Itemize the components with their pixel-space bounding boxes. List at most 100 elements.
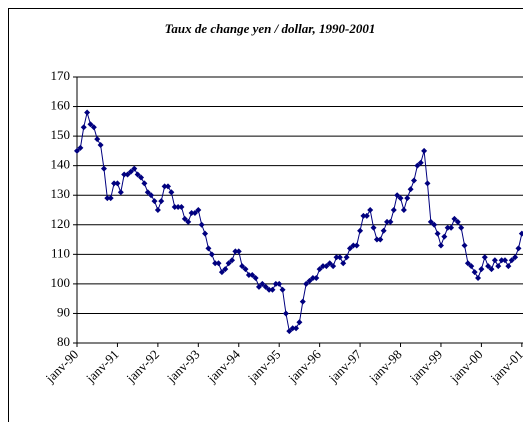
marker [421,147,428,154]
marker [357,227,364,234]
marker [198,221,205,228]
marker [269,286,276,293]
marker [306,277,313,284]
marker [346,245,353,252]
marker [255,283,262,290]
marker [296,319,303,326]
marker [185,218,192,225]
y-tick-label: 170 [51,68,71,83]
marker [387,218,394,225]
marker [293,325,300,332]
marker [508,257,515,264]
marker [394,192,401,199]
y-tick-label: 110 [51,245,70,260]
marker [330,263,337,270]
marker [158,198,165,205]
marker [320,263,327,270]
marker [235,248,242,255]
marker [437,242,444,249]
y-tick-label: 130 [51,186,71,201]
marker [195,207,202,213]
marker [404,195,411,202]
marker [518,230,523,237]
marker [488,266,495,273]
marker [471,269,478,276]
marker [512,254,519,261]
marker [218,269,225,276]
marker [97,141,104,148]
y-tick-label: 80 [57,334,70,349]
marker [481,254,488,261]
marker [245,272,252,279]
marker [353,242,360,249]
marker [202,230,209,237]
marker [491,257,498,264]
marker [232,248,239,255]
marker [397,195,404,202]
marker [373,236,380,243]
marker [360,212,367,219]
marker [104,195,111,202]
marker [259,280,266,287]
chart-title: Taux de change yen / dollar, 1990-2001 [165,21,376,36]
marker [154,207,161,213]
marker [448,224,455,231]
marker [276,280,283,287]
marker [464,260,471,267]
marker [461,242,468,249]
marker [431,221,438,228]
y-tick-label: 150 [51,127,71,142]
marker [168,189,175,196]
marker [495,263,502,270]
marker [249,272,256,279]
marker [144,189,151,196]
marker [505,263,512,270]
marker [340,260,347,267]
marker [111,180,118,187]
marker [262,283,269,290]
y-tick-label: 160 [51,98,71,113]
marker [414,162,421,169]
marker [501,257,508,264]
y-tick-label: 90 [57,304,70,319]
marker [272,280,279,287]
marker [515,245,522,252]
marker [417,159,424,166]
marker [222,266,229,273]
marker [299,298,306,305]
y-tick-label: 120 [51,216,71,231]
marker [205,245,212,252]
marker [178,204,185,211]
marker [124,171,131,178]
marker [458,224,465,231]
marker [498,257,505,264]
marker [444,224,451,231]
marker [191,209,198,216]
marker [80,124,87,131]
marker [377,236,384,243]
marker [468,263,475,270]
marker [212,260,219,267]
marker [427,218,434,225]
marker [475,274,482,281]
marker [407,186,414,193]
marker [303,280,310,287]
marker [380,227,387,234]
marker [384,218,391,225]
marker [485,263,492,270]
marker [441,233,448,240]
y-tick-label: 140 [51,157,71,172]
marker [94,136,101,143]
marker [127,168,134,175]
marker [434,230,441,237]
marker [309,274,316,281]
marker [90,124,97,131]
marker [171,204,178,211]
marker [454,218,461,225]
marker [114,180,121,187]
marker [134,171,141,178]
marker [289,325,296,332]
marker [343,254,350,261]
marker [390,207,397,213]
